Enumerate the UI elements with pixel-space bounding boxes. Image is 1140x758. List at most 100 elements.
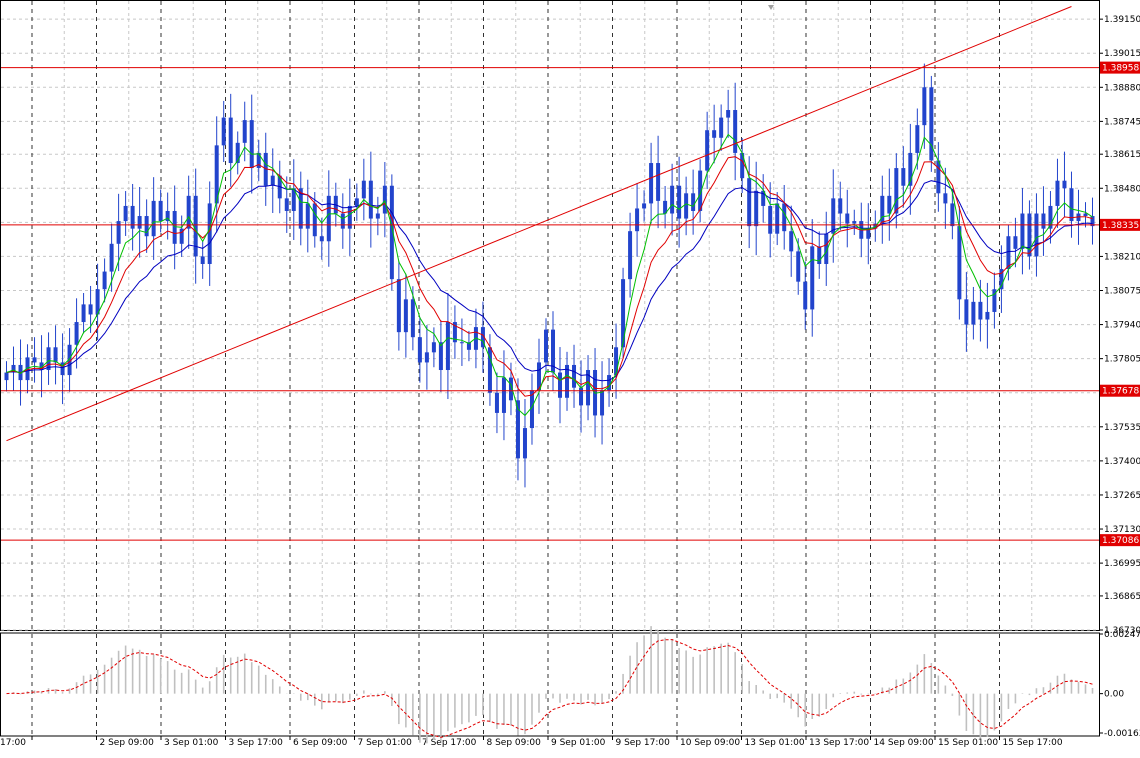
level-badge: [1100, 384, 1140, 397]
candle-body: [1048, 205, 1053, 229]
time-tick-label: 10 Sep 09:00: [680, 738, 740, 748]
price-tick-label: 1.36865: [1104, 592, 1140, 602]
level-badge-label: 1.37086: [1102, 536, 1139, 546]
candle-body: [999, 269, 1004, 290]
candle-body: [361, 180, 366, 199]
candle-body: [726, 110, 731, 118]
candle-body: [719, 117, 724, 138]
candle-body: [11, 364, 16, 373]
candle-body: [186, 195, 191, 229]
candle-body: [389, 185, 394, 280]
candle-body: [852, 221, 857, 224]
candle-body: [929, 87, 934, 161]
time-tick-label: 6 Sep 09:00: [293, 738, 348, 748]
candle-body: [677, 185, 682, 219]
price-tick-label: 1.38745: [1104, 117, 1140, 127]
candle-body: [536, 362, 541, 391]
candle-body: [824, 233, 829, 264]
candle-body: [228, 117, 233, 164]
candle-body: [291, 188, 296, 211]
candle-body: [242, 120, 247, 143]
chart-shift-marker: [768, 5, 774, 10]
price-panel-frame: [0, 0, 1100, 631]
candle-body: [438, 342, 443, 371]
candle-body: [768, 205, 773, 234]
candle-body: [586, 370, 591, 406]
candle-body: [347, 205, 352, 229]
candle-body: [4, 372, 9, 381]
candle-body: [480, 327, 485, 348]
price-tick-label: 1.39015: [1104, 49, 1140, 59]
candle-body: [410, 299, 415, 338]
candle-body: [529, 390, 534, 429]
candle-body: [165, 210, 170, 222]
candle-body: [621, 279, 626, 348]
candle-body: [943, 193, 948, 204]
time-tick-label: 7 Sep 01:00: [358, 738, 413, 748]
candle-body: [614, 347, 619, 376]
price-tick-label: 1.38210: [1104, 252, 1140, 262]
candle-body: [740, 152, 745, 179]
price-tick-label: 1.36730: [1104, 626, 1140, 636]
candle-body: [158, 200, 163, 222]
level-badge-label: 1.38958: [1102, 64, 1139, 74]
candle-body: [354, 198, 359, 206]
candle-body: [144, 216, 149, 237]
candle-body: [207, 203, 212, 264]
candle-body: [691, 193, 696, 211]
candle-body: [754, 190, 759, 227]
time-tick-label: 13 Sep 17:00: [809, 738, 869, 748]
candle-body: [607, 375, 612, 391]
candle-body: [319, 236, 324, 242]
candle-body: [831, 198, 836, 234]
candle-body: [649, 163, 654, 204]
candle-body: [417, 337, 422, 363]
candle-body: [1069, 188, 1074, 222]
candle-body: [1083, 213, 1088, 217]
trendline: [6, 6, 1072, 442]
price-tick-label: 1.38615: [1104, 150, 1140, 160]
candle-body: [214, 145, 219, 204]
candle-body: [866, 228, 871, 239]
level-badge-label: 1.38335: [1102, 221, 1139, 231]
candle-body: [1062, 180, 1067, 189]
candle-body: [1006, 236, 1011, 270]
candle-body: [522, 428, 527, 459]
candle-body: [957, 226, 962, 300]
candle-body: [551, 329, 556, 373]
candle-body: [32, 357, 37, 363]
candle-body: [102, 271, 107, 290]
candle-body: [1034, 213, 1039, 257]
price-tick-label: 1.37805: [1104, 355, 1140, 365]
price-tick-label: 1.38075: [1104, 286, 1140, 296]
time-tick-label: 9 Sep 17:00: [616, 738, 671, 748]
time-tick-label: 3 Sep 01:00: [164, 738, 219, 748]
candle-body: [445, 322, 450, 371]
candle-body: [810, 246, 815, 310]
candle-body: [25, 357, 30, 381]
level-badge-label: 1.37678: [1102, 387, 1139, 397]
time-tick-label: 2 Sep 09:00: [100, 738, 155, 748]
candle-body: [733, 110, 738, 153]
candle-body: [123, 205, 128, 222]
time-tick-label: 13 Sep 01:00: [745, 738, 805, 748]
candle-body: [908, 152, 913, 186]
candle-body: [172, 210, 177, 244]
candle-body: [698, 170, 703, 211]
candle-body: [628, 231, 633, 280]
candle-body: [95, 289, 100, 315]
candle-body: [396, 279, 401, 333]
candle-body: [193, 195, 198, 257]
candle-body: [459, 342, 464, 344]
time-tick-label: 17:00: [0, 738, 26, 748]
candle-body: [60, 362, 65, 376]
candle-body: [452, 322, 457, 343]
ma-slow-line: [6, 180, 1093, 382]
candle-body: [179, 228, 184, 244]
candle-body: [53, 347, 58, 363]
candle-body: [656, 163, 661, 201]
candle-body: [263, 152, 268, 186]
candle-body: [326, 195, 331, 242]
